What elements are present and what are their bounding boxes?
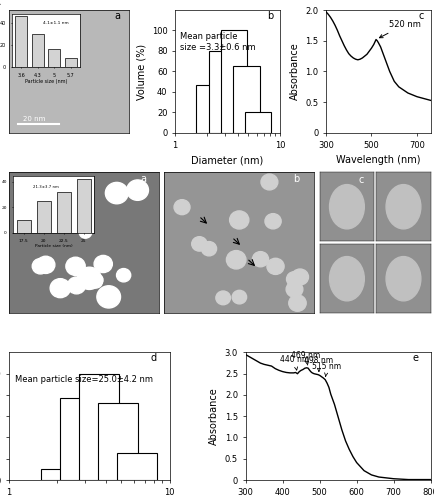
Text: e: e <box>411 354 417 364</box>
Circle shape <box>229 211 248 229</box>
Y-axis label: Absorbance: Absorbance <box>209 388 219 445</box>
Circle shape <box>66 257 85 276</box>
Circle shape <box>260 174 277 190</box>
Text: a: a <box>141 174 146 184</box>
Circle shape <box>329 184 364 229</box>
Circle shape <box>191 236 207 251</box>
Circle shape <box>215 291 230 304</box>
Bar <box>116 454 156 480</box>
Circle shape <box>201 242 216 256</box>
Bar <box>220 30 247 133</box>
Circle shape <box>32 258 49 274</box>
Circle shape <box>67 277 85 294</box>
Circle shape <box>288 295 306 312</box>
Bar <box>245 112 271 133</box>
Circle shape <box>266 258 283 274</box>
Circle shape <box>21 192 40 210</box>
Circle shape <box>105 182 128 204</box>
Circle shape <box>174 200 190 214</box>
Text: 469 nm: 469 nm <box>291 350 320 365</box>
Bar <box>98 404 138 480</box>
Circle shape <box>36 256 55 274</box>
Text: 515 nm: 515 nm <box>312 362 341 376</box>
Circle shape <box>291 269 308 285</box>
Bar <box>196 85 222 133</box>
Bar <box>60 398 100 480</box>
Circle shape <box>385 184 420 229</box>
Y-axis label: Volume (%): Volume (%) <box>136 44 146 100</box>
Circle shape <box>226 250 245 269</box>
Text: a: a <box>114 10 120 20</box>
X-axis label: Diameter (nm): Diameter (nm) <box>191 155 263 165</box>
Circle shape <box>97 286 120 308</box>
Text: 520 nm: 520 nm <box>378 20 420 38</box>
Circle shape <box>286 282 302 297</box>
Text: Mean particle
size =3.3±0.6 nm: Mean particle size =3.3±0.6 nm <box>180 32 256 52</box>
Text: c: c <box>358 174 363 184</box>
Circle shape <box>50 278 70 297</box>
X-axis label: Wavelength (nm): Wavelength (nm) <box>335 155 420 165</box>
Circle shape <box>89 275 102 288</box>
Bar <box>79 374 119 480</box>
Circle shape <box>116 268 131 282</box>
Text: b: b <box>266 10 273 20</box>
Circle shape <box>385 256 420 301</box>
Bar <box>208 51 234 133</box>
Text: 440 nm: 440 nm <box>279 355 309 370</box>
Circle shape <box>94 256 112 272</box>
Circle shape <box>252 252 268 267</box>
Circle shape <box>286 272 302 286</box>
Circle shape <box>77 267 101 289</box>
Circle shape <box>264 214 280 229</box>
Circle shape <box>71 204 85 218</box>
Circle shape <box>20 190 35 203</box>
Text: d: d <box>150 354 156 364</box>
Circle shape <box>90 274 103 286</box>
Text: c: c <box>417 10 422 20</box>
Y-axis label: Absorbance: Absorbance <box>289 42 299 100</box>
Text: b: b <box>293 174 299 184</box>
Text: Mean particle size=25.0±4.2 nm: Mean particle size=25.0±4.2 nm <box>15 376 153 384</box>
Circle shape <box>79 226 92 238</box>
Circle shape <box>126 180 148 201</box>
Text: 20 nm: 20 nm <box>23 116 46 121</box>
Circle shape <box>232 290 246 304</box>
Circle shape <box>58 182 79 202</box>
Bar <box>233 66 259 133</box>
Circle shape <box>329 256 364 301</box>
Text: 498 nm: 498 nm <box>304 356 333 372</box>
Bar <box>41 470 81 480</box>
